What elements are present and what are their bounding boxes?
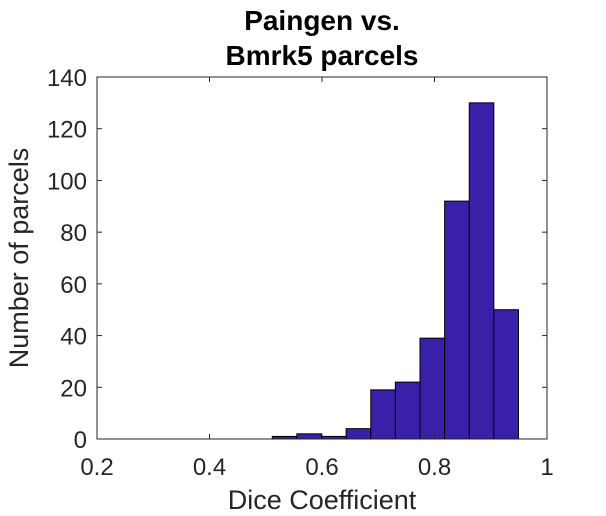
- chart-title-line-1: Paingen vs.: [244, 5, 400, 36]
- ticks-group: 0.2 0.4 0.6 0.8 1 0 20 40 60 80 100 120 140: [47, 65, 554, 481]
- histogram-bar: [296, 433, 322, 440]
- histogram-bar: [345, 428, 372, 440]
- y-tick-label: 20: [60, 375, 87, 402]
- histogram-bar: [370, 389, 396, 440]
- bars-group: [271, 102, 519, 440]
- histogram-bar: [419, 337, 446, 440]
- x-tick-label: 0.4: [193, 454, 226, 481]
- histogram-bar: [394, 381, 421, 440]
- y-tick-label: 60: [60, 272, 87, 299]
- x-tick-label: 0.6: [305, 454, 338, 481]
- y-tick-label: 40: [60, 324, 87, 351]
- x-tick-label: 0.8: [418, 454, 451, 481]
- y-tick-label: 100: [47, 168, 87, 195]
- histogram-bar: [493, 309, 519, 440]
- y-tick-label: 80: [60, 220, 87, 247]
- chart-title-line-2: Bmrk5 parcels: [225, 40, 418, 71]
- y-tick-label: 120: [47, 117, 87, 144]
- y-tick-label: 140: [47, 65, 87, 92]
- x-axis-label: Dice Coefficient: [228, 485, 417, 515]
- y-tick-label: 0: [74, 427, 87, 454]
- histogram-bar: [444, 200, 470, 440]
- histogram-bar: [468, 102, 495, 440]
- x-tick-label: 1: [540, 454, 553, 481]
- y-axis-label: Number of parcels: [4, 148, 34, 369]
- x-tick-label: 0.2: [80, 454, 113, 481]
